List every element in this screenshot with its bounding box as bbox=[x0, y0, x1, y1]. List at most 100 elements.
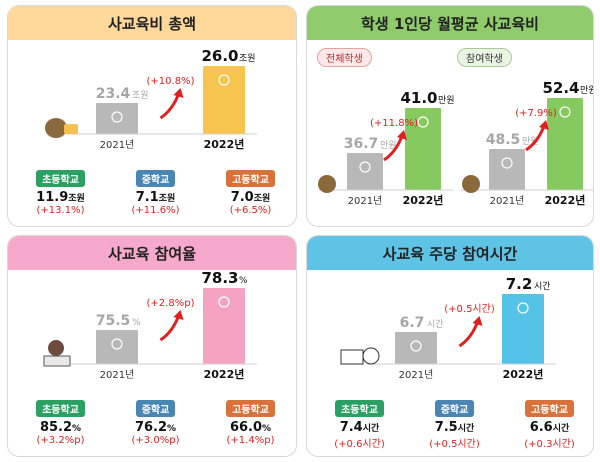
chart-participation: 75.5 % 2021년 78.3 % 2022년 (+2.8%p) bbox=[43, 270, 257, 381]
breakdown-item: 중학교 76.2% (+3.0%p) bbox=[113, 398, 198, 446]
total-value-label-1: 26.0 bbox=[201, 47, 238, 65]
panel-total-title: 사교육비 총액 bbox=[8, 6, 296, 40]
hours-bar-2021년 bbox=[395, 332, 437, 364]
total-bar-2021년 bbox=[96, 103, 138, 134]
school-level-tag: 고등학교 bbox=[226, 170, 275, 187]
breakdown-value-number: 7.1 bbox=[135, 190, 159, 205]
total-bar-icon-0 bbox=[111, 111, 123, 123]
part-change-label: (+2.8%p) bbox=[147, 298, 195, 309]
breakdown-value-number: 6.6 bbox=[529, 420, 553, 435]
breakdown-value-unit: 조원 bbox=[68, 194, 85, 204]
school-level-tag: 고등학교 bbox=[226, 400, 275, 417]
total-category-label-0: 2021년 bbox=[100, 139, 135, 151]
breakdown-value-number: 85.2 bbox=[39, 420, 73, 435]
per-part-change-arrow bbox=[525, 125, 546, 152]
hours-bar-icon-0 bbox=[410, 340, 422, 352]
money-bag-icon bbox=[45, 118, 67, 138]
part-unit-label-1: % bbox=[239, 276, 248, 286]
breakdown-item: 고등학교 7.0조원 (+6.5%) bbox=[208, 168, 293, 216]
per-part-value-label-0: 48.5 bbox=[486, 132, 521, 148]
breakdown-value-number: 66.0 bbox=[229, 420, 263, 435]
hours-unit-label-1: 시간 bbox=[534, 281, 551, 292]
total-unit-label-1: 조원 bbox=[239, 53, 256, 64]
total-bar-icon-1 bbox=[218, 74, 230, 86]
hours-bar-icon-1 bbox=[517, 302, 529, 314]
book-icon bbox=[340, 349, 364, 365]
per-all-bar-icon-0 bbox=[359, 161, 371, 173]
panel-participation-title: 사교육 참여율 bbox=[8, 236, 296, 270]
panel-total: 사교육비 총액 23.4 조원 2021년 26.0 조원 2022년 (+10.8%) 초… bbox=[7, 5, 297, 227]
breakdown-change: (+3.2%p) bbox=[36, 435, 85, 446]
breakdown-value-unit: 시간 bbox=[457, 424, 475, 434]
hours-category-label-1: 2022년 bbox=[503, 367, 544, 381]
school-level-tag: 초등학교 bbox=[36, 400, 85, 417]
breakdown-value-number: 7.4 bbox=[339, 420, 363, 435]
breakdown-value: 7.1조원 bbox=[113, 190, 198, 205]
per-all-change-arrowhead bbox=[397, 130, 407, 140]
panel-per-student: 학생 1인당 월평균 사교육비 전체학생 참여학생 36.7 만원 2021년 41.… bbox=[306, 5, 594, 227]
breakdown-item: 초등학교 85.2% (+3.2%p) bbox=[18, 398, 103, 446]
part-change-arrow bbox=[159, 315, 180, 342]
total-change-label: (+10.8%) bbox=[147, 76, 195, 87]
per-part-bar-2022년 bbox=[547, 98, 583, 190]
part-value-label-1: 78.3 bbox=[201, 270, 238, 287]
breakdown-change: (+3.0%p) bbox=[131, 435, 180, 446]
breakdown-value-unit: 조원 bbox=[253, 194, 271, 204]
panel-hours-title: 사교육 주당 참여시간 bbox=[307, 236, 593, 270]
breakdown-change: (+11.6%) bbox=[131, 205, 180, 216]
hours-change-arrow bbox=[458, 321, 479, 348]
per-part-category-label-1: 2022년 bbox=[545, 193, 586, 207]
money-bag-icon-part bbox=[462, 175, 480, 193]
total-unit-label-0: 조원 bbox=[132, 90, 149, 101]
coin-stack-icon bbox=[64, 124, 78, 134]
per-all-value-label-0: 36.7 bbox=[344, 136, 379, 152]
breakdown-value: 66.0% bbox=[208, 420, 293, 435]
per-all-change-arrow bbox=[383, 135, 404, 162]
per-all-value-label-1: 41.0 bbox=[400, 89, 437, 107]
per-part-category-label-0: 2021년 bbox=[490, 195, 525, 207]
hours-unit-label-0: 시간 bbox=[427, 319, 444, 330]
school-level-tag: 중학교 bbox=[135, 400, 176, 417]
breakdown-change: (+1.4%p) bbox=[226, 435, 275, 446]
breakdown-value-number: 76.2 bbox=[134, 420, 168, 435]
breakdown-item: 고등학교 6.6시간 (+0.3시간) bbox=[507, 398, 592, 450]
breakdown-value: 11.9조원 bbox=[18, 190, 103, 205]
total-change-arrow bbox=[159, 93, 180, 120]
per-part-value-label-1: 52.4 bbox=[542, 79, 579, 97]
part-value-label-0: 75.5 bbox=[96, 313, 131, 329]
breakdown-value: 7.5시간 bbox=[412, 420, 497, 435]
hours-value-label-0: 6.7 bbox=[400, 315, 425, 331]
per-all-category-label-0: 2021년 bbox=[348, 195, 383, 207]
per-part-bar-icon-0 bbox=[501, 157, 513, 169]
breakdown-value-unit: 시간 bbox=[362, 424, 380, 434]
panel-participation: 사교육 참여율 75.5% 2021년 78.3% 2022년 (+2.8%p) 초등학… bbox=[7, 235, 297, 457]
hours-category-label-0: 2021년 bbox=[399, 369, 434, 381]
part-category-label-0: 2021년 bbox=[100, 369, 135, 381]
total-value-label-0: 23.4 bbox=[96, 86, 131, 102]
part-change-arrowhead bbox=[173, 310, 184, 320]
breakdown-value-unit: % bbox=[167, 424, 177, 434]
breakdown-item: 초등학교 11.9조원 (+13.1%) bbox=[18, 168, 103, 216]
hours-change-label: (+0.5시간) bbox=[444, 303, 495, 315]
breakdown-value: 7.4시간 bbox=[317, 420, 402, 435]
breakdown-value-number: 7.5 bbox=[434, 420, 458, 435]
panel-hours: 사교육 주당 참여시간 6.7 시간 2021년 7.2 시간 2022년 (+0.5시간)… bbox=[306, 235, 594, 457]
breakdown-change: (+6.5%) bbox=[229, 205, 272, 216]
chip-participating-students: 참여학생 bbox=[457, 48, 512, 67]
hours-bar-2022년 bbox=[502, 294, 544, 364]
school-level-tag: 중학교 bbox=[135, 170, 176, 187]
total-category-label-1: 2022년 bbox=[204, 137, 245, 151]
panel-per-student-title: 학생 1인당 월평균 사교육비 bbox=[307, 6, 593, 40]
per-part-change-label: (+7.9%) bbox=[515, 108, 557, 119]
school-level-tag: 초등학교 bbox=[335, 400, 384, 417]
breakdown-value-unit: 조원 bbox=[158, 194, 176, 204]
per-part-unit-label-1: 만원 bbox=[580, 85, 594, 96]
total-change-arrowhead bbox=[173, 88, 184, 98]
hours-value-label-1: 7.2 bbox=[506, 275, 533, 293]
student-icon bbox=[48, 340, 64, 356]
alarm-clock-icon bbox=[362, 347, 380, 365]
per-all-bar-2022년 bbox=[405, 108, 441, 190]
chip-all-students: 전체학생 bbox=[317, 48, 372, 67]
per-part-bar-2021년 bbox=[489, 149, 525, 190]
